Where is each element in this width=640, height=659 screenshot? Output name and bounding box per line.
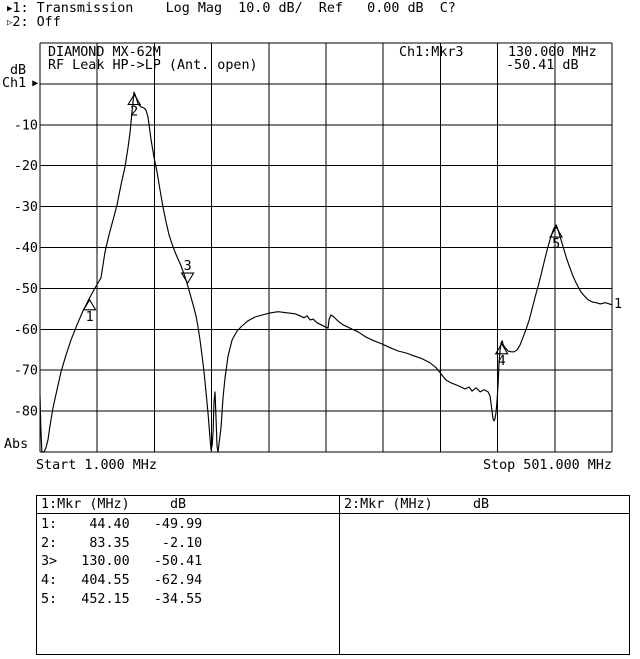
marker-4: 4 <box>494 342 509 369</box>
marker-5: 5 <box>549 226 564 252</box>
marker-table-2-header: 2:Mkr (MHz) dB <box>340 496 629 514</box>
graticule <box>39 42 613 453</box>
status-line-2-text: 2: Off <box>12 15 61 30</box>
plot-canvas: -10 -20 -30 -40 -50 -60 -70 -80 1 2 3 4 5 <box>14 42 613 453</box>
ref-level-icon: ▶ <box>26 78 39 89</box>
y-tick-label: -80 <box>14 405 38 420</box>
marker-triangle-icon <box>180 272 195 285</box>
status-line-2: ▷2: Off <box>7 16 61 31</box>
marker-table-row: 3> 130.00 -50.41 <box>41 554 203 570</box>
y-tick-label: -10 <box>14 118 38 133</box>
marker-number-label: 2 <box>130 105 138 120</box>
marker-table-1-header: 1:Mkr (MHz) dB <box>37 496 339 514</box>
marker-3: 3 <box>180 259 195 285</box>
device-title: DIAMOND MX-62M <box>48 45 161 60</box>
marker-table-row: 2: 83.35 -2.10 <box>41 535 203 551</box>
y-tick-label: -20 <box>14 159 38 174</box>
marker-readout-frequency: 130.000 MHz <box>508 45 597 60</box>
y-tick-label: -50 <box>14 282 38 297</box>
marker-table-row: 5: 452.15 -34.55 <box>41 591 203 607</box>
marker-triangle-icon <box>549 226 564 238</box>
status-line-1-text: 1: Transmission Log Mag 10.0 dB/ Ref 0.0… <box>12 1 456 16</box>
x-axis-start-label: Start 1.000 MHz <box>36 458 157 473</box>
y-tick-label: -70 <box>14 364 38 379</box>
marker-table-channel1-panel: 1:Mkr (MHz) dB 1: 44.40 -49.99 2: 83.35 … <box>36 495 340 655</box>
marker-table-row: 4: 404.55 -62.94 <box>41 573 203 589</box>
y-axis-abs-label: Abs <box>4 437 29 452</box>
channel1-active-marker-icon: ▶ <box>7 4 13 14</box>
marker-number-label: 4 <box>498 354 506 369</box>
marker-number-label: 1 <box>86 310 94 325</box>
marker-2: 2 <box>127 93 142 120</box>
channel2-inactive-marker-icon: ▷ <box>7 18 13 28</box>
y-axis-tick-labels: -10 -20 -30 -40 -50 -60 -70 -80 <box>14 118 38 419</box>
trace-ch1 <box>39 91 613 453</box>
marker-1: 1 <box>82 298 97 325</box>
marker-triangle-icon <box>127 93 142 106</box>
trace-number-label: 1 <box>614 297 623 312</box>
status-line-1: ▶1: Transmission Log Mag 10.0 dB/ Ref 0.… <box>7 2 456 17</box>
x-axis-stop-label: Stop 501.000 MHz <box>483 458 612 473</box>
marker-triangle-icon <box>82 298 97 311</box>
marker-table-1-rows: 1: 44.40 -49.99 2: 83.35 -2.10 3> 130.00… <box>37 514 339 609</box>
y-axis-channel-label: Ch1 ▶ <box>2 76 39 91</box>
marker-number-label: 5 <box>552 237 560 252</box>
marker-readout-channel: Ch1:Mkr3 <box>399 45 464 60</box>
y-tick-label: -60 <box>14 323 38 338</box>
marker-table: 1:Mkr (MHz) dB 1: 44.40 -49.99 2: 83.35 … <box>36 495 630 655</box>
y-axis-unit-label: dB <box>10 63 27 78</box>
measurement-subtitle: RF Leak HP->LP (Ant. open) <box>48 58 258 73</box>
marker-triangle-icon <box>494 342 509 355</box>
y-tick-label: -40 <box>14 241 38 256</box>
y-tick-label: -30 <box>14 200 38 215</box>
marker-table-2-rows <box>340 514 629 516</box>
marker-readout-level: -50.41 dB <box>506 58 579 73</box>
marker-number-label: 3 <box>184 259 192 274</box>
marker-table-row: 1: 44.40 -49.99 <box>41 517 203 532</box>
marker-table-channel2-panel: 2:Mkr (MHz) dB <box>340 495 630 655</box>
